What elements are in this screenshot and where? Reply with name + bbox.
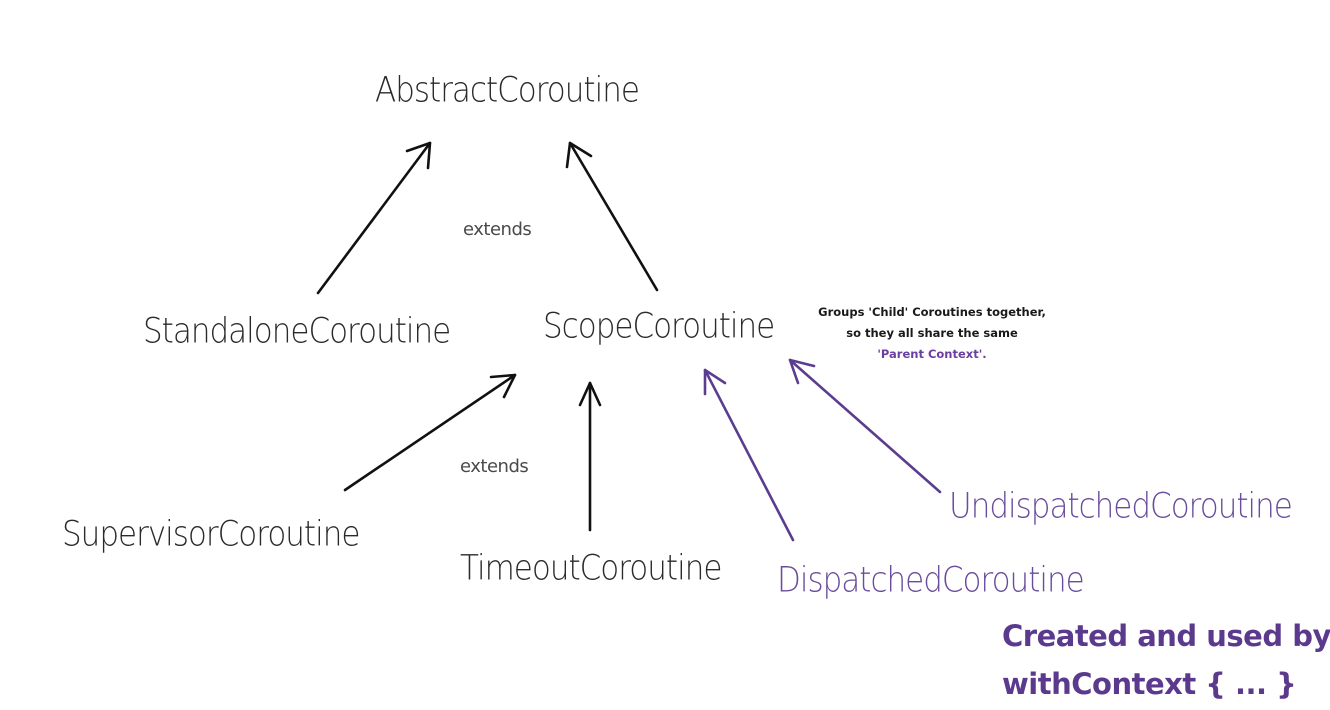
node-undispatched-coroutine: UndispatchedCoroutine	[949, 486, 1293, 527]
node-timeout-coroutine: TimeoutCoroutine	[460, 548, 722, 589]
arrow-dispatched-to-scope	[703, 368, 795, 542]
arrow-undispatched-to-scope	[788, 358, 942, 494]
arrow-standalone-to-abstract	[316, 141, 432, 295]
node-scope-coroutine: ScopeCoroutine	[543, 306, 775, 347]
relation-label-extends: extends	[463, 219, 532, 240]
relation-label-extends: extends	[460, 456, 529, 477]
footer-caption: Created and used by withContext { ... }	[1002, 612, 1330, 708]
footer-line: withContext { ... }	[1002, 667, 1297, 701]
note-line: Groups 'Child' Coroutines together,	[818, 305, 1046, 319]
arrow-scope-to-abstract	[565, 141, 659, 292]
footer-line: Created and used by	[1002, 619, 1330, 653]
arrow-supervisor-to-scope	[343, 373, 517, 492]
arrow-timeout-to-scope	[578, 381, 602, 532]
note-line: so they all share the same	[846, 326, 1018, 340]
scope-coroutine-note: Groups 'Child' Coroutines together, so t…	[808, 302, 1056, 365]
note-line-parent-context: 'Parent Context'.	[877, 347, 987, 361]
node-dispatched-coroutine: DispatchedCoroutine	[777, 560, 1085, 601]
node-standalone-coroutine: StandaloneCoroutine	[143, 311, 451, 352]
node-supervisor-coroutine: SupervisorCoroutine	[62, 514, 360, 555]
node-abstract-coroutine: AbstractCoroutine	[375, 70, 640, 111]
